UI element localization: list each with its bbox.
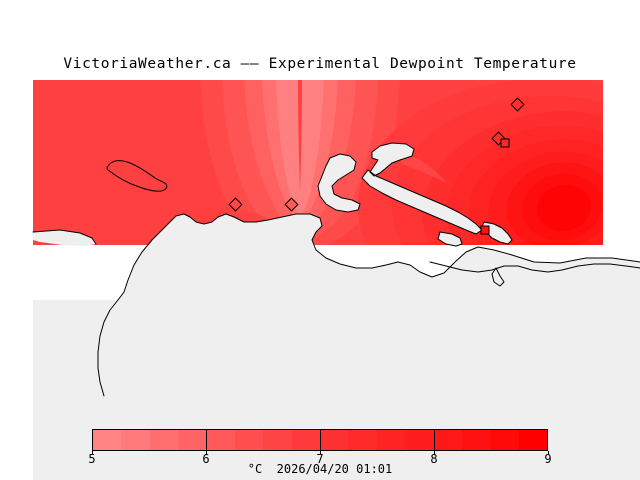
colorbar-band-12 xyxy=(433,430,462,450)
colorbar-band-0 xyxy=(93,430,122,450)
contour-band-5p4 xyxy=(276,80,324,215)
colorbar-gradient-strip[interactable] xyxy=(92,429,548,451)
colorbar-band-6 xyxy=(263,430,292,450)
colorbar-tickmark-7 xyxy=(320,451,321,455)
colorbar-ticklabel-6: 6 xyxy=(202,452,210,466)
colorbar-ticklabel-8: 8 xyxy=(430,452,438,466)
peninsula-polygon-spit xyxy=(362,170,482,234)
colorbar-tickmark-6 xyxy=(206,451,207,455)
colorbar-band-2 xyxy=(149,430,179,450)
coastline-mainland xyxy=(117,213,640,301)
station-marker-2[interactable] xyxy=(284,197,299,212)
colorbar-divider-8 xyxy=(434,429,435,451)
page-title: VictoriaWeather.ca —— Experimental Dewpo… xyxy=(63,56,577,72)
colorbar-caption: °C 2026/04/20 01:01 xyxy=(247,462,393,476)
colorbar-band-8 xyxy=(320,430,349,450)
colorbar-tickmark-8 xyxy=(434,451,435,455)
colorbar-band-14 xyxy=(490,430,519,450)
station-marker-1[interactable] xyxy=(228,197,243,212)
coastline-group xyxy=(32,142,640,397)
colorbar-band-7 xyxy=(291,430,320,450)
colorbar-ticklabel-5: 5 xyxy=(88,452,96,466)
coastline-peninsula-spit xyxy=(361,169,483,235)
colorbar-tickmark-5 xyxy=(92,451,93,455)
colorbar-band-13 xyxy=(461,430,491,450)
station-marker-group xyxy=(228,97,525,235)
station-marker-5[interactable] xyxy=(500,138,510,148)
colorbar-ticklabel-9: 9 xyxy=(544,452,552,466)
coastline-mainland-lower-left xyxy=(97,299,119,397)
contour-band-9p0 xyxy=(537,184,591,232)
mainland-polygon xyxy=(33,214,640,480)
colorbar-band-5 xyxy=(234,430,264,450)
island-polygon-west xyxy=(318,154,360,212)
peninsula-polygon-north xyxy=(370,143,414,176)
coastline-peninsula-north xyxy=(369,142,415,177)
colorbar-band-4 xyxy=(206,430,235,450)
colorbar-divider-6 xyxy=(206,429,207,451)
land-mass-group xyxy=(33,143,640,480)
station-marker-6[interactable] xyxy=(480,225,490,235)
colorbar-band-9 xyxy=(348,430,377,450)
coastline-island-sw xyxy=(32,229,97,245)
coastline-east-lower xyxy=(429,261,640,273)
island-polygon-sw xyxy=(33,230,96,246)
coastline-sandbar-island xyxy=(106,160,168,192)
coastline-island-mid xyxy=(437,231,463,247)
colorbar-band-1 xyxy=(121,430,150,450)
contour-coastal-cool-fringe xyxy=(400,150,448,184)
station-marker-3[interactable] xyxy=(510,97,525,112)
coastline-inlet-detail xyxy=(491,267,505,287)
colorbar-tickmark-9 xyxy=(548,451,549,455)
colorbar-band-15 xyxy=(518,430,547,450)
colorbar-band-11 xyxy=(405,430,434,450)
colorbar-band-10 xyxy=(376,430,406,450)
colorbar-band-3 xyxy=(178,430,207,450)
colorbar-divider-7 xyxy=(320,429,321,451)
colorbar-ticklabel-7: 7 xyxy=(316,452,324,466)
coastline-island-west xyxy=(317,153,361,213)
colorbar xyxy=(92,429,549,455)
